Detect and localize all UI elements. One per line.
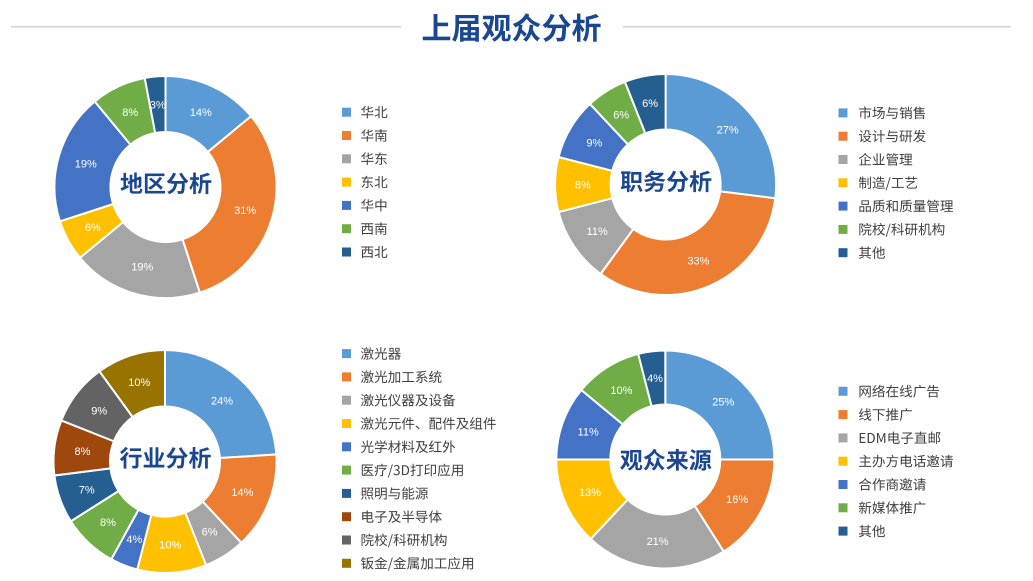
- svg-text:10%: 10%: [128, 377, 150, 389]
- svg-text:8%: 8%: [122, 107, 138, 119]
- svg-text:6%: 6%: [202, 527, 218, 539]
- svg-text:21%: 21%: [647, 536, 669, 548]
- svg-text:19%: 19%: [131, 262, 153, 274]
- svg-text:6%: 6%: [613, 110, 629, 122]
- svg-text:10%: 10%: [610, 385, 632, 397]
- svg-text:3%: 3%: [150, 99, 166, 111]
- svg-text:9%: 9%: [586, 137, 602, 149]
- svg-text:9%: 9%: [91, 405, 107, 417]
- svg-text:6%: 6%: [642, 98, 658, 110]
- svg-text:8%: 8%: [100, 517, 116, 529]
- svg-text:4%: 4%: [126, 534, 142, 546]
- svg-text:31%: 31%: [234, 205, 256, 217]
- svg-text:16%: 16%: [726, 494, 748, 506]
- svg-text:14%: 14%: [231, 487, 253, 499]
- svg-text:4%: 4%: [647, 373, 663, 385]
- svg-text:11%: 11%: [578, 427, 599, 439]
- svg-text:13%: 13%: [579, 487, 601, 499]
- svg-text:25%: 25%: [712, 396, 734, 408]
- svg-text:27%: 27%: [717, 125, 739, 137]
- svg-text:11%: 11%: [587, 226, 608, 238]
- svg-text:14%: 14%: [190, 107, 212, 119]
- svg-text:10%: 10%: [159, 539, 181, 551]
- svg-text:19%: 19%: [75, 159, 97, 171]
- svg-text:8%: 8%: [575, 179, 591, 191]
- svg-text:24%: 24%: [211, 396, 233, 408]
- svg-text:6%: 6%: [85, 222, 101, 234]
- svg-text:7%: 7%: [79, 485, 95, 497]
- svg-text:33%: 33%: [687, 255, 709, 267]
- svg-text:8%: 8%: [74, 446, 90, 458]
